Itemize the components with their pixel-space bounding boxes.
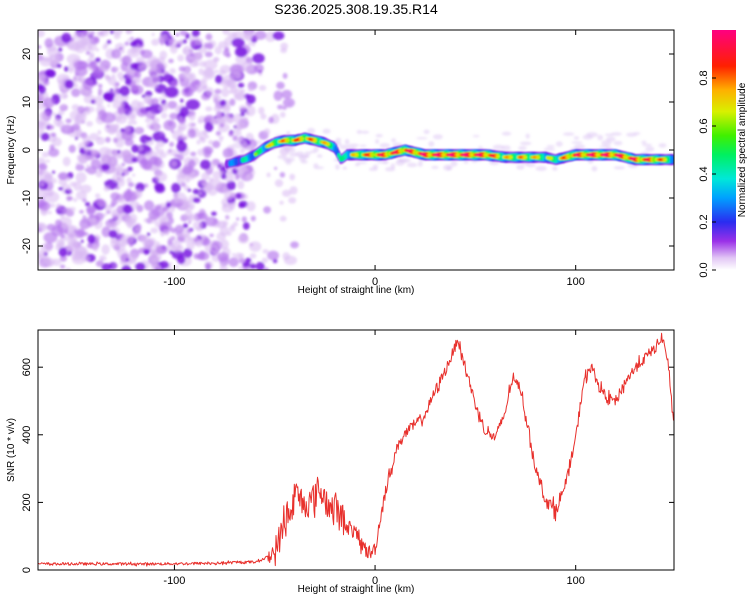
y-tick-label: 20 bbox=[21, 48, 33, 60]
spectrogram-y-ticks: -20 -10 0 10 20 bbox=[21, 48, 674, 254]
snr-x-ticks: -100 0 100 bbox=[163, 330, 585, 587]
snr-y-axis-label: SNR (10 * v/v) bbox=[6, 418, 17, 482]
y-tick-label: 0 bbox=[21, 567, 33, 573]
ridge-layer bbox=[224, 132, 674, 171]
figure-title: S236.2025.308.19.35.R14 bbox=[274, 1, 438, 17]
x-tick-label: 100 bbox=[567, 575, 585, 587]
snr-series-line bbox=[38, 332, 674, 567]
y-tick-label: 400 bbox=[21, 426, 33, 444]
y-tick-label: 10 bbox=[21, 96, 33, 108]
noise-speckle-layer bbox=[38, 30, 667, 270]
snr-y-ticks: 0 200 400 600 bbox=[21, 358, 674, 573]
snr-plot-frame bbox=[37, 329, 675, 571]
y-tick-label: -20 bbox=[21, 238, 33, 254]
spectrogram-x-ticks: -100 0 100 bbox=[163, 30, 585, 288]
y-tick-label: 600 bbox=[21, 358, 33, 376]
colorbar-tick-label: 0.8 bbox=[698, 70, 710, 85]
colorbar-gradient bbox=[712, 30, 736, 270]
x-tick-label: 100 bbox=[567, 276, 585, 288]
x-tick-label: -100 bbox=[163, 276, 185, 288]
colorbar-tick-label: 0.2 bbox=[698, 214, 710, 229]
colorbar-tick-label: 0.0 bbox=[698, 262, 710, 277]
colorbar-ticks: 0.0 0.2 0.4 0.6 0.8 bbox=[698, 70, 716, 278]
y-tick-label: 200 bbox=[21, 493, 33, 511]
colorbar: 0.0 0.2 0.4 0.6 0.8 Normalized spectral ampl… bbox=[698, 30, 748, 278]
colorbar-tick-label: 0.6 bbox=[698, 118, 710, 133]
spectrogram-y-axis-label: Frequency (Hz) bbox=[6, 116, 17, 185]
x-tick-label: 0 bbox=[372, 276, 378, 288]
x-tick-label: -100 bbox=[163, 575, 185, 587]
y-tick-label: 0 bbox=[21, 147, 33, 153]
colorbar-label: Normalized spectral amplitude bbox=[737, 82, 748, 217]
snr-x-axis-label: Height of straight line (km) bbox=[298, 584, 415, 595]
spectrogram-x-axis-label: Height of straight line (km) bbox=[298, 285, 415, 296]
colorbar-tick-label: 0.4 bbox=[698, 166, 710, 181]
snr-panel: -100 0 100 0 200 400 600 Height of straight l… bbox=[6, 329, 675, 595]
x-tick-label: 0 bbox=[372, 575, 378, 587]
y-tick-label: -10 bbox=[21, 190, 33, 206]
